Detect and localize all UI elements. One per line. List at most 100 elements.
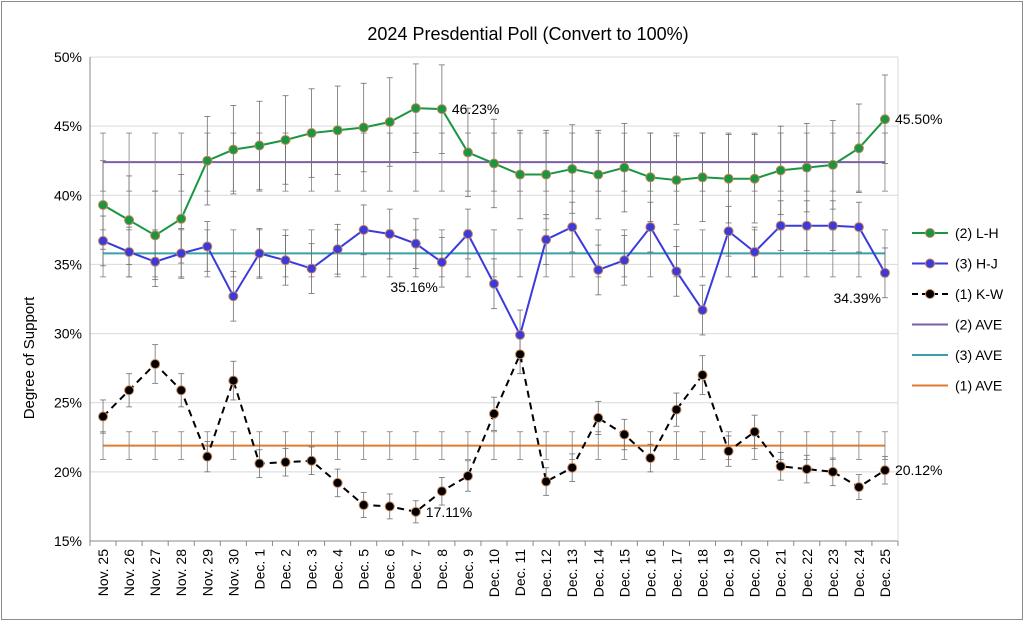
data-point — [697, 370, 708, 381]
data-point — [853, 482, 864, 493]
data-label: 35.16% — [390, 279, 437, 295]
data-point — [645, 222, 656, 233]
x-tick-label: Dec. 19 — [721, 549, 737, 597]
error-bars — [100, 63, 888, 524]
data-point — [436, 257, 447, 268]
x-tick-label: Dec. 1 — [251, 549, 267, 590]
data-point — [98, 411, 109, 422]
gridlines — [89, 56, 899, 542]
x-tick-labels: Nov. 25 Nov. 26 Nov. 27 Nov. 28 Nov. 29 Nov. … — [89, 541, 899, 597]
legend-label: (2) AVE — [955, 317, 1002, 333]
y-tick-labels: 15% 20% 25% 30% 35% 40% 45% 50% — [54, 49, 82, 549]
x-tick-label: Dec. 8 — [434, 549, 450, 590]
legend-label: (1) K-W — [955, 286, 1004, 302]
data-point — [358, 224, 369, 235]
data-point — [541, 234, 552, 245]
data-point — [541, 476, 552, 487]
data-annotations: 46.23% 45.50% 35.16% 34.39% 17.11% 20.12% — [390, 101, 942, 520]
data-point — [853, 143, 864, 154]
data-point — [176, 385, 187, 396]
legend-label: (1) AVE — [955, 378, 1002, 394]
x-tick-label: Dec. 11 — [512, 549, 528, 596]
data-point — [827, 220, 838, 231]
legend-label: (2) L-H — [955, 225, 999, 241]
data-point — [515, 329, 526, 340]
chart-title: 2024 Presdential Poll (Convert to 100%) — [367, 24, 688, 44]
data-label: 34.39% — [833, 290, 880, 306]
data-point — [879, 267, 890, 278]
x-tick-label: Nov. 26 — [121, 549, 137, 596]
data-point — [358, 500, 369, 511]
legend-label: (3) H-J — [955, 256, 998, 272]
data-point — [410, 103, 421, 114]
y-tick-label: 25% — [54, 395, 82, 411]
data-point — [775, 220, 786, 231]
data-point — [619, 162, 630, 173]
data-point — [489, 158, 499, 169]
data-point — [150, 358, 161, 369]
data-point — [202, 155, 213, 166]
legend-label: (3) AVE — [955, 347, 1002, 363]
x-tick-label: Dec. 17 — [668, 549, 684, 597]
data-point — [410, 506, 421, 517]
legend-marker — [925, 228, 935, 238]
y-axis-label: Degree of Support — [21, 296, 38, 419]
data-point — [489, 408, 499, 419]
data-point — [801, 464, 812, 475]
data-point — [98, 199, 109, 210]
x-tick-label: Dec. 23 — [825, 549, 841, 597]
data-point — [775, 165, 786, 176]
x-tick-label: Nov. 25 — [95, 549, 111, 596]
data-point — [358, 122, 369, 133]
data-point — [462, 147, 473, 158]
data-point — [697, 172, 708, 183]
data-point — [228, 375, 239, 386]
data-point — [879, 465, 890, 476]
data-point — [228, 144, 239, 155]
data-point — [228, 291, 239, 302]
data-label: 45.50% — [895, 111, 942, 127]
x-tick-label: Dec. 7 — [408, 549, 424, 590]
data-point — [567, 222, 578, 233]
data-point — [593, 412, 604, 423]
data-point — [515, 349, 526, 360]
data-point — [697, 305, 708, 316]
data-point — [723, 446, 734, 457]
data-point — [306, 455, 317, 466]
data-point — [567, 164, 578, 175]
data-point — [384, 229, 395, 240]
data-label: 46.23% — [452, 101, 499, 117]
data-point — [593, 169, 604, 180]
data-point — [489, 278, 499, 289]
data-point — [410, 238, 421, 249]
data-point — [202, 451, 213, 462]
data-point — [306, 263, 317, 274]
data-label: 17.11% — [426, 504, 472, 520]
x-tick-label: Dec. 14 — [590, 549, 606, 597]
x-tick-label: Dec. 9 — [460, 549, 476, 590]
data-point — [775, 461, 786, 472]
x-tick-label: Dec. 2 — [277, 549, 293, 590]
data-point — [280, 255, 291, 266]
data-point — [124, 246, 135, 257]
data-point — [150, 230, 161, 241]
x-tick-label: Dec. 22 — [799, 549, 815, 597]
data-point — [801, 162, 812, 173]
data-point — [645, 172, 656, 183]
y-tick-label: 40% — [54, 187, 82, 203]
x-tick-label: Dec. 5 — [356, 549, 372, 590]
x-tick-label: Dec. 3 — [304, 549, 320, 590]
data-point — [124, 215, 135, 226]
x-tick-label: Nov. 29 — [199, 549, 215, 596]
x-tick-label: Dec. 21 — [773, 549, 789, 597]
legend: (2) L-H (3) H-J (1) K-W (2) AVE (3) AVE (1) A… — [912, 225, 1004, 394]
data-point — [749, 246, 760, 257]
x-tick-label: Dec. 24 — [851, 549, 867, 597]
data-point — [384, 501, 395, 512]
data-point — [176, 248, 187, 259]
data-point — [593, 264, 604, 275]
data-point — [853, 222, 864, 233]
data-point — [150, 256, 161, 267]
